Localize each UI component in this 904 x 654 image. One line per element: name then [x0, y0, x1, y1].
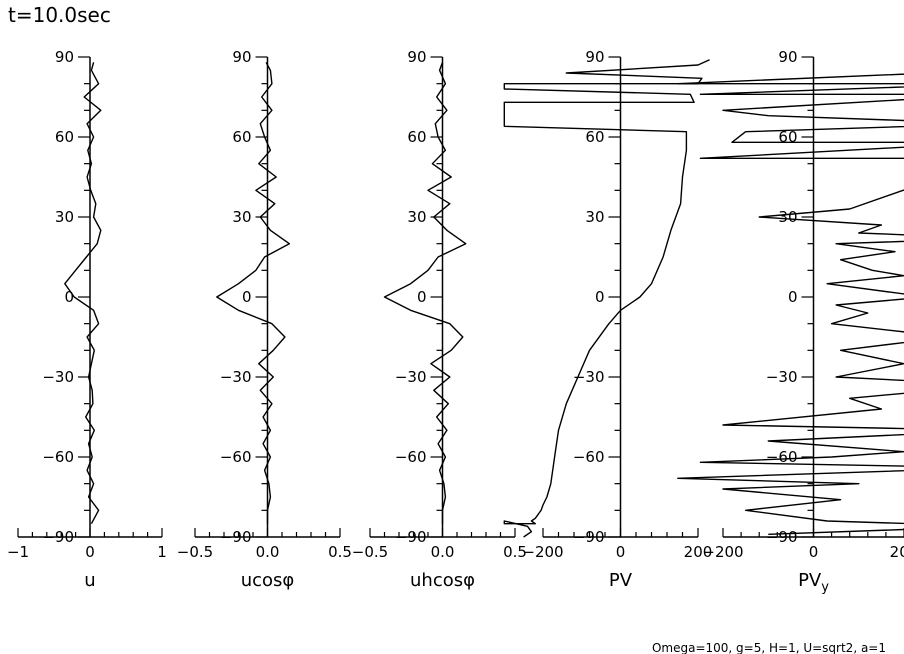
y-tick-label: 30	[778, 208, 797, 226]
y-tick-label: 90	[778, 48, 797, 66]
x-tick-label: 0.0	[431, 543, 455, 561]
y-tick-label: −60	[220, 448, 252, 466]
y-tick-label: −90	[766, 528, 798, 546]
series-line-1-0	[216, 61, 290, 524]
x-tick-label: 1	[157, 543, 167, 561]
y-tick-label: 30	[407, 208, 426, 226]
y-tick-label: 0	[788, 288, 798, 306]
x-tick-label: 0	[616, 543, 626, 561]
x-tick-label: −200	[702, 543, 743, 561]
x-axis-label-4: PVy	[798, 570, 829, 595]
x-tick-label: 0.5	[503, 543, 527, 561]
series-line-2-0	[383, 62, 467, 524]
x-tick-label: 0.0	[256, 543, 280, 561]
x-tick-label: −1	[7, 543, 29, 561]
y-tick-label: −90	[220, 528, 252, 546]
x-axis-label-2: uhcosφ	[410, 570, 475, 591]
y-tick-label: −90	[42, 528, 74, 546]
x-tick-label: 200	[684, 543, 713, 561]
x-tick-label: −0.5	[177, 543, 213, 561]
y-tick-label: 60	[55, 128, 74, 146]
x-tick-label: 200	[890, 543, 904, 561]
y-tick-label: −60	[573, 448, 605, 466]
y-tick-label: 0	[64, 288, 74, 306]
y-tick-label: −90	[573, 528, 605, 546]
y-tick-label: 30	[585, 208, 604, 226]
figure-title: t=10.0sec	[8, 3, 111, 27]
y-tick-label: 60	[232, 128, 251, 146]
y-tick-label: 0	[595, 288, 605, 306]
x-axis-label-sub: y	[821, 580, 829, 595]
y-tick-label: −30	[395, 368, 427, 386]
x-tick-label: 0.5	[328, 543, 352, 561]
x-tick-label: −0.5	[352, 543, 388, 561]
y-tick-label: 60	[585, 128, 604, 146]
y-tick-label: −60	[395, 448, 427, 466]
series-line-3-0	[503, 59, 710, 538]
y-tick-label: −60	[42, 448, 74, 466]
y-tick-label: −30	[573, 368, 605, 386]
y-tick-label: −30	[42, 368, 74, 386]
y-tick-label: 30	[232, 208, 251, 226]
y-tick-label: −60	[766, 448, 798, 466]
y-tick-label: 90	[232, 48, 251, 66]
y-tick-label: −30	[766, 368, 798, 386]
x-tick-label: 0	[809, 543, 819, 561]
x-axis-label-3: PV	[609, 570, 633, 591]
y-tick-label: 0	[417, 288, 427, 306]
y-tick-label: −30	[220, 368, 252, 386]
x-tick-label: 0	[85, 543, 95, 561]
series-line-0-0	[64, 62, 102, 525]
y-tick-label: 90	[585, 48, 604, 66]
y-tick-label: 0	[242, 288, 252, 306]
y-tick-label: 90	[407, 48, 426, 66]
x-tick-label: −200	[522, 543, 563, 561]
y-tick-label: 90	[55, 48, 74, 66]
parameter-footer: Omega=100, g=5, H=1, U=sqrt2, a=1	[652, 641, 886, 654]
series-line-4-0	[677, 73, 904, 535]
x-axis-label-0: u	[84, 570, 95, 591]
x-axis-label-1: ucosφ	[241, 570, 295, 591]
y-tick-label: 60	[407, 128, 426, 146]
y-tick-label: −90	[395, 528, 427, 546]
y-tick-label: 60	[778, 128, 797, 146]
y-tick-label: 30	[55, 208, 74, 226]
